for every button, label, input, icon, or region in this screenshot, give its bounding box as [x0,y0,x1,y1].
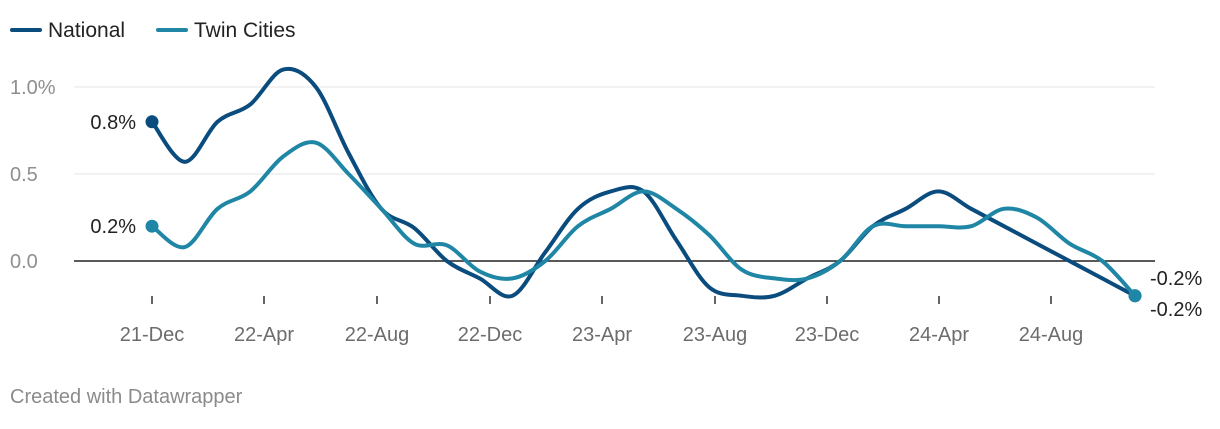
series-start-point [145,219,159,233]
legend-label: Twin Cities [194,19,296,42]
series-line [150,140,1137,298]
x-axis-tick-label: 23-Aug [683,324,748,346]
end-value-label: -0.2% [1150,299,1202,321]
y-axis-tick-label: 1.0% [10,77,56,99]
y-axis-tick-label: 0.5 [10,164,38,186]
x-axis-tick-label: 23-Dec [795,324,859,346]
start-value-label: 0.2% [90,216,136,238]
series-end-point [1128,289,1142,303]
x-axis-tick-label: 22-Aug [345,324,410,346]
start-value-label: 0.8% [90,112,136,134]
x-axis-tick-label: 24-Apr [909,324,969,346]
x-axis-tick-label: 22-Apr [234,324,294,346]
legend-label: National [48,19,125,42]
x-axis-tick-label: 21-Dec [120,324,184,346]
x-axis-tick-label: 24-Aug [1019,324,1084,346]
x-axis-tick-label: 23-Apr [572,324,632,346]
series-line [150,66,1137,300]
end-value-label: -0.2% [1150,268,1202,290]
series-start-point [145,115,159,129]
y-axis-tick-label: 0.0 [10,251,38,273]
x-axis-tick-label: 22-Dec [458,324,522,346]
footer-credit: Created with Datawrapper [10,386,243,408]
